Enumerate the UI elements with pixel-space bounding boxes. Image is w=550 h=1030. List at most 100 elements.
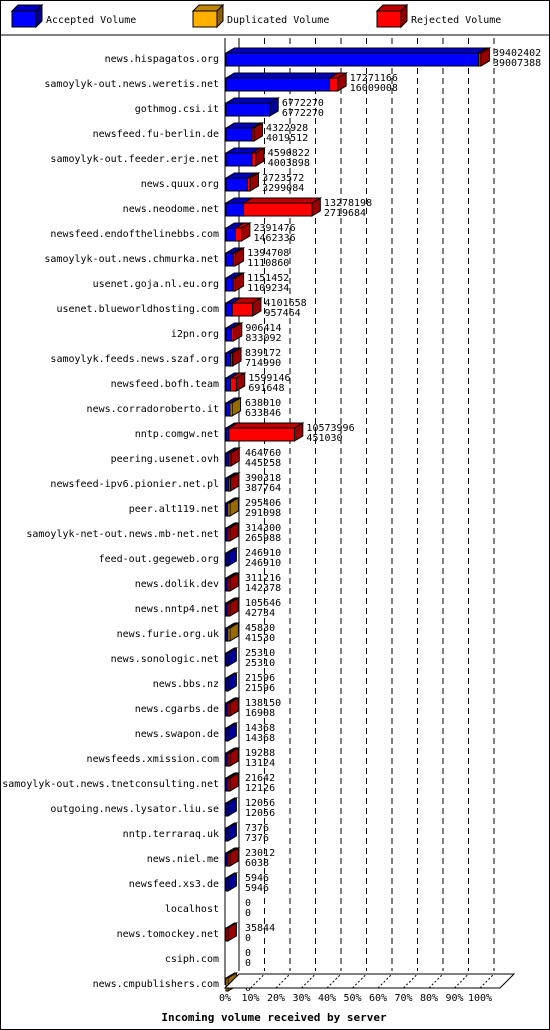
category-label: samoylyk-out.news.weretis.net: [44, 79, 219, 90]
value-label-accepted: 41530: [245, 633, 275, 644]
value-label-accepted: 0: [245, 958, 251, 969]
value-label-accepted: 1462336: [253, 233, 295, 244]
value-label-accepted: 16908: [245, 708, 275, 719]
bar-accepted: [224, 547, 239, 567]
value-label-accepted: 714990: [245, 358, 281, 369]
bar-rejected: [250, 147, 266, 167]
bar-accepted: [224, 872, 239, 892]
value-label-accepted: 1110860: [247, 258, 289, 269]
tick-mark: [275, 973, 291, 989]
bar-accepted: [224, 797, 239, 817]
category-label: newsfeed.fu-berlin.de: [93, 129, 219, 140]
legend-label: Duplicated Volume: [227, 15, 329, 26]
bar-accepted: [224, 647, 239, 667]
category-label: news.tomockey.net: [117, 929, 219, 940]
category-label: usenet.blueworldhosting.com: [56, 304, 219, 315]
value-label-total: 7376: [245, 823, 269, 834]
category-label: feed-out.gegeweb.org: [99, 554, 219, 565]
category-label: samoylyk-out.news.tnetconsulting.net: [2, 779, 219, 790]
x-tick-label: 30%: [292, 993, 310, 1004]
category-label: news.bbs.nz: [153, 679, 219, 690]
category-label: localhost: [165, 904, 219, 915]
value-label-accepted: 39007388: [493, 58, 541, 69]
value-label-accepted: 2719684: [324, 208, 366, 219]
bar-rejected: [228, 372, 247, 392]
value-label-accepted: 445258: [245, 458, 281, 469]
value-label-total: 4101658: [265, 298, 307, 309]
value-label-total: 906414: [245, 323, 281, 334]
x-tick-label: 40%: [318, 993, 336, 1004]
value-label-accepted: 5946: [245, 883, 269, 894]
x-tick-label: 80%: [420, 993, 438, 1004]
category-label: news.hispagatos.org: [105, 54, 219, 65]
value-label-accepted: 7376: [245, 833, 269, 844]
category-label: news.corradoroberto.it: [87, 404, 219, 415]
bar-rejected: [226, 597, 241, 617]
value-label-accepted: 0: [245, 908, 251, 919]
x-tick-label: 100%: [468, 993, 492, 1004]
axis-floor: [223, 973, 516, 989]
value-label-total: 21596: [245, 673, 275, 684]
x-tick-label: 90%: [445, 993, 463, 1004]
bar-rejected: [476, 47, 492, 67]
value-label-accepted: 42734: [245, 608, 275, 619]
category-label: nntp.terraraq.uk: [123, 829, 219, 840]
tick-mark: [454, 973, 469, 989]
bar-rejected: [226, 472, 241, 492]
value-label-total: 45830: [245, 623, 275, 634]
value-label-accepted: 12056: [245, 808, 275, 819]
legend-item-1: Duplicated Volume: [191, 3, 329, 29]
category-label: news.furie.org.uk: [117, 629, 219, 640]
x-tick-label: 20%: [267, 993, 285, 1004]
category-label: newsfeed.xs3.de: [129, 879, 219, 890]
value-label-total: 23012: [245, 848, 275, 859]
bar-duplicated: [228, 397, 243, 417]
category-label: outgoing.news.lysator.liu.se: [50, 804, 219, 815]
category-label: i2pn.org: [171, 329, 219, 340]
value-label-total: 105646: [245, 598, 281, 609]
category-label: news.dolik.dev: [135, 579, 219, 590]
category-label: samoylyk-out.feeder.erje.net: [50, 154, 219, 165]
bar-duplicated: [226, 497, 241, 517]
bar-rejected: [327, 72, 348, 92]
value-label-accepted: 21596: [245, 683, 275, 694]
tick-mark: [428, 973, 444, 989]
category-label: news.niel.me: [147, 854, 219, 865]
value-label-total: 14368: [245, 723, 275, 734]
value-label-total: 19288: [245, 748, 275, 759]
bar-rejected: [231, 272, 246, 292]
value-label-total: 4322928: [266, 123, 308, 134]
bar-accepted: [224, 722, 239, 742]
value-label-accepted: 833092: [245, 333, 281, 344]
bar-rejected: [226, 522, 241, 542]
value-label-accepted: 265988: [245, 533, 281, 544]
legend-swatch: [376, 10, 402, 28]
tick-mark: [326, 973, 342, 989]
tick-mark: [479, 973, 495, 989]
bar-accepted: [224, 72, 340, 92]
value-label-accepted: 633846: [245, 408, 281, 419]
value-label-total: 10573996: [306, 423, 354, 434]
value-label-accepted: 13124: [245, 758, 275, 769]
value-label-total: 839172: [245, 348, 281, 359]
category-label: news.sonologic.net: [111, 654, 219, 665]
legend: Accepted Volume Duplicated Volume Rejected…: [10, 3, 501, 29]
value-label-total: 39402402: [493, 48, 541, 59]
value-label-accepted: 4019512: [266, 133, 308, 144]
x-tick-label: 50%: [343, 993, 361, 1004]
category-label: news.nntp4.net: [135, 604, 219, 615]
legend-label: Rejected Volume: [411, 15, 501, 26]
legend-label: Accepted Volume: [46, 15, 136, 26]
x-axis: 0% 10% 20% 30% 40% 50% 60% 70% 80% 90% 100%: [219, 973, 516, 1004]
bar-rejected: [227, 422, 305, 442]
category-label: peer.alt119.net: [129, 504, 219, 515]
value-label-total: 311216: [245, 573, 281, 584]
value-label-total: 246910: [245, 548, 281, 559]
value-label-accepted: 291098: [245, 508, 281, 519]
value-label-accepted: 3299084: [262, 183, 304, 194]
tick-mark: [377, 973, 393, 989]
value-label-accepted: 387764: [245, 483, 281, 494]
value-label-total: 3723572: [262, 173, 304, 184]
value-label-total: 2391476: [253, 223, 295, 234]
